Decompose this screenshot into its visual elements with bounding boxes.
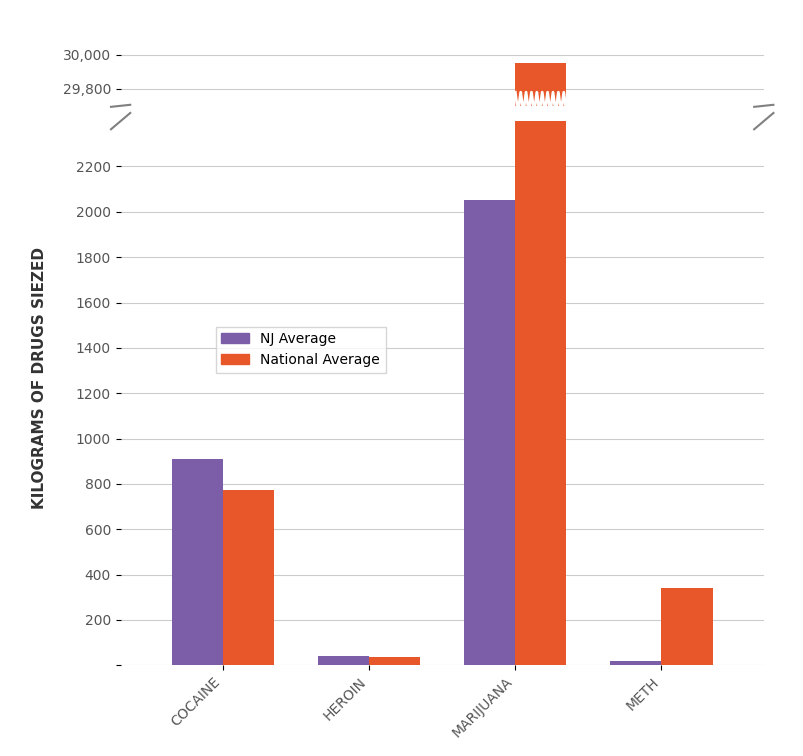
Bar [515, 64, 566, 756]
Legend: NJ Average, National Average: NJ Average, National Average [215, 327, 385, 373]
Bar [515, 0, 566, 665]
Bar [661, 588, 711, 665]
Bar [463, 200, 515, 665]
Text: KILOGRAMS OF DRUGS SIEZED: KILOGRAMS OF DRUGS SIEZED [32, 247, 47, 509]
Bar [222, 490, 274, 665]
Bar [172, 459, 222, 665]
Bar [317, 656, 369, 665]
Bar [609, 661, 661, 665]
Bar [369, 658, 420, 665]
